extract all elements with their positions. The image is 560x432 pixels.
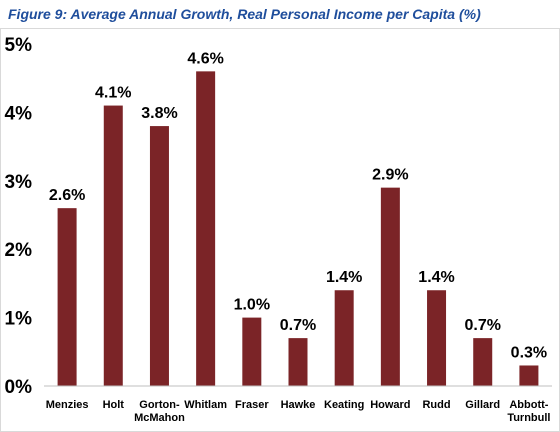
bar bbox=[334, 290, 354, 386]
y-tick-label: 4% bbox=[5, 103, 33, 124]
y-tick-label: 2% bbox=[5, 240, 33, 261]
data-label: 0.7% bbox=[280, 317, 316, 334]
category-label: Hawke bbox=[281, 399, 316, 411]
data-label: 3.8% bbox=[141, 105, 177, 122]
category-label: Gorton-McMahon bbox=[134, 399, 185, 424]
y-tick-label: 5% bbox=[5, 35, 33, 56]
bar bbox=[519, 365, 539, 386]
bar bbox=[288, 338, 308, 386]
bar bbox=[380, 187, 400, 386]
data-label: 4.6% bbox=[187, 50, 223, 67]
data-label: 0.7% bbox=[464, 317, 500, 334]
category-label: Menzies bbox=[46, 399, 89, 411]
category-label: Gillard bbox=[465, 399, 500, 411]
category-label: Fraser bbox=[235, 399, 269, 411]
bar bbox=[103, 105, 123, 386]
y-tick-label: 0% bbox=[5, 377, 33, 398]
bar bbox=[57, 208, 77, 386]
bar bbox=[242, 317, 262, 386]
category-label: Keating bbox=[324, 399, 364, 411]
bar bbox=[196, 71, 216, 387]
y-tick-label: 3% bbox=[5, 172, 33, 193]
category-label: Rudd bbox=[422, 399, 450, 411]
data-label: 2.6% bbox=[49, 187, 85, 204]
data-label: 2.9% bbox=[372, 167, 408, 184]
data-label: 1.0% bbox=[234, 297, 270, 314]
category-label: Holt bbox=[103, 399, 125, 411]
bars bbox=[57, 71, 539, 387]
bar bbox=[149, 126, 169, 386]
y-axis-ticks: 0% 1% 2% 3% 4% 5% bbox=[5, 35, 33, 398]
category-label: Whitlam bbox=[184, 399, 227, 411]
category-label: Abbott-Turnbull bbox=[507, 399, 550, 424]
data-label: 1.4% bbox=[418, 269, 454, 286]
category-label: Howard bbox=[370, 399, 410, 411]
y-tick-label: 1% bbox=[5, 309, 33, 330]
data-label: 1.4% bbox=[326, 269, 362, 286]
data-label: 4.1% bbox=[95, 85, 131, 102]
figure-title: Figure 9: Average Annual Growth, Real Pe… bbox=[8, 6, 481, 22]
data-label: 0.3% bbox=[511, 344, 547, 361]
data-labels: 2.6% 4.1% 3.8% 4.6% 1.0% 0.7% 1.4% 2.9% 1.4% 0.7%… bbox=[49, 50, 547, 361]
bar bbox=[427, 290, 447, 386]
bar bbox=[473, 338, 493, 386]
